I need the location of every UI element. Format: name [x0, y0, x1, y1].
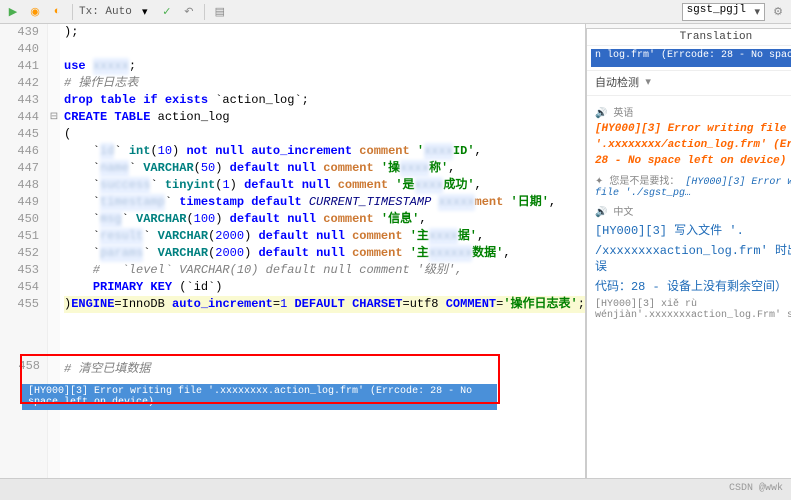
line-458-comment: # 清空已填数据 [60, 359, 150, 376]
editor-toolbar: ▶ ◉ ◐ Tx: Auto ▾ ✓ ↶ ▤ sgst_pgjl ⚙ [0, 0, 791, 24]
suggestion: ✦ 您是不是要找： [HY000][3] Error writing file … [595, 172, 791, 199]
line-gutter: 4394404414424434444454464474484494504514… [0, 24, 48, 500]
commit-button[interactable]: ✓ [158, 3, 176, 21]
target-lang-label[interactable]: 🔊 中文 [595, 203, 791, 219]
code-editor[interactable]: );use xxxxx;# 操作日志表drop table if exists … [60, 24, 585, 500]
separator [204, 4, 205, 20]
settings-icon[interactable]: ⚙ [769, 3, 787, 21]
rollback-button[interactable]: ↶ [180, 3, 198, 21]
line-number-458: 458 [0, 359, 48, 376]
export-button[interactable]: ▤ [211, 3, 229, 21]
run-button[interactable]: ▶ [4, 3, 22, 21]
tx-mode-label[interactable]: Tx: Auto [79, 6, 132, 18]
source-text-line2: '.xxxxxxxx/action_log.frm' (Errcode: [595, 138, 791, 152]
source-text-line1: [HY000][3] Error writing file [595, 122, 791, 136]
error-message-bar[interactable]: [HY000][3] Error writing file '.xxxxxxxx… [22, 384, 497, 410]
explain-button[interactable]: ◐ [48, 3, 66, 21]
source-lang-label[interactable]: 🔊 英语 [595, 104, 791, 120]
translation-title: Translation [587, 29, 791, 46]
translated-line3: 代码：28 - 设备上没有剩余空间） [595, 279, 791, 295]
connection-dropdown[interactable]: sgst_pgjl [682, 3, 765, 21]
line-458: 458 # 清空已填数据 [0, 359, 585, 376]
watermark: CSDN @wwk [729, 483, 783, 494]
run-plan-button[interactable]: ◉ [26, 3, 44, 21]
tx-dropdown-icon[interactable]: ▾ [136, 3, 154, 21]
source-language-select[interactable]: 自动检测 [591, 74, 653, 92]
pinyin-text: [HY000][3] xiě rù wénjiàn'.xxxxxxxaction… [595, 299, 791, 321]
translation-input[interactable]: n log.frm' (Errcode: 28 - No space left … [591, 49, 791, 67]
source-text-line3: 28 - No space left on device) [595, 154, 791, 168]
translated-line2: /xxxxxxxxaction_log.frm' 时出错（错误 [595, 243, 791, 275]
editor-area: 4394404414424434444454464474484494504514… [0, 24, 586, 500]
translation-panel: Translation n log.frm' (Errcode: 28 - No… [586, 28, 791, 496]
translation-body: 🔊 英语 [HY000][3] Error writing file '.xxx… [587, 96, 791, 495]
separator [72, 4, 73, 20]
suggest-prefix: ✦ 您是不是要找： [595, 177, 679, 188]
status-bar: CSDN @wwk [0, 478, 791, 500]
fold-column[interactable]: ⊟ [48, 24, 60, 500]
translated-line1: [HY000][3] 写入文件 '. [595, 223, 791, 239]
